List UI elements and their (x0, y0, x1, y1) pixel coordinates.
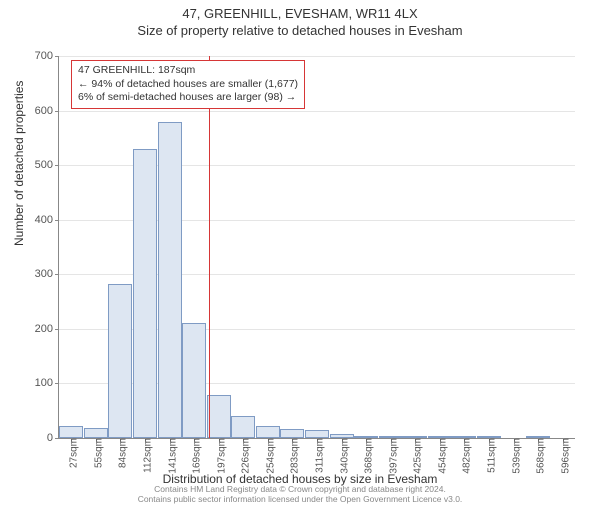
histogram-bar (280, 429, 304, 438)
ytick-label: 700 (35, 50, 59, 62)
histogram-chart: 010020030040050060070027sqm55sqm84sqm112… (58, 56, 575, 439)
marker-line (209, 56, 210, 438)
xtick-label: 340sqm (333, 438, 350, 474)
xtick-label: 539sqm (505, 438, 522, 474)
xtick-label: 254sqm (259, 438, 276, 474)
xtick-label: 425sqm (407, 438, 424, 474)
ytick-label: 300 (35, 268, 59, 280)
ytick-label: 0 (47, 432, 59, 444)
histogram-bar (231, 416, 255, 438)
xtick-label: 311sqm (309, 438, 326, 473)
histogram-bar (59, 426, 83, 438)
histogram-bar (158, 122, 182, 439)
xtick-label: 397sqm (382, 438, 399, 474)
xtick-label: 511sqm (481, 438, 498, 473)
xtick-label: 596sqm (554, 438, 571, 474)
annotation-line1: 47 GREENHILL: 187sqm (78, 64, 298, 78)
footer-attribution: Contains HM Land Registry data © Crown c… (0, 484, 600, 504)
ytick-label: 100 (35, 377, 59, 389)
xtick-label: 112sqm (137, 438, 154, 473)
footer-line2: Contains public sector information licen… (0, 494, 600, 504)
annotation-line3: 6% of semi-detached houses are larger (9… (78, 91, 298, 105)
gridline (59, 56, 575, 57)
xtick-label: 197sqm (210, 438, 227, 474)
ytick-label: 400 (35, 214, 59, 226)
histogram-bar (182, 323, 206, 438)
xtick-label: 169sqm (186, 438, 203, 474)
histogram-bar (108, 284, 132, 438)
histogram-bar (256, 426, 280, 438)
gridline (59, 111, 575, 112)
annotation-box: 47 GREENHILL: 187sqm ← 94% of detached h… (71, 60, 305, 109)
footer-line1: Contains HM Land Registry data © Crown c… (0, 484, 600, 494)
histogram-bar (84, 428, 108, 438)
y-axis-label: Number of detached properties (12, 81, 26, 246)
xtick-label: 84sqm (112, 438, 129, 468)
annotation-line2: ← 94% of detached houses are smaller (1,… (78, 78, 298, 92)
histogram-bar (305, 430, 329, 438)
xtick-label: 454sqm (431, 438, 448, 474)
ytick-label: 500 (35, 159, 59, 171)
xtick-label: 27sqm (63, 438, 80, 468)
xtick-label: 482sqm (456, 438, 473, 474)
xtick-label: 283sqm (284, 438, 301, 474)
ytick-label: 200 (35, 323, 59, 335)
xtick-label: 55sqm (87, 438, 104, 468)
xtick-label: 368sqm (358, 438, 375, 474)
xtick-label: 141sqm (161, 438, 178, 474)
chart-subtitle: Size of property relative to detached ho… (0, 23, 600, 38)
page-title: 47, GREENHILL, EVESHAM, WR11 4LX (0, 6, 600, 21)
xtick-label: 226sqm (235, 438, 252, 474)
ytick-label: 600 (35, 105, 59, 117)
histogram-bar (133, 149, 157, 438)
xtick-label: 568sqm (530, 438, 547, 474)
